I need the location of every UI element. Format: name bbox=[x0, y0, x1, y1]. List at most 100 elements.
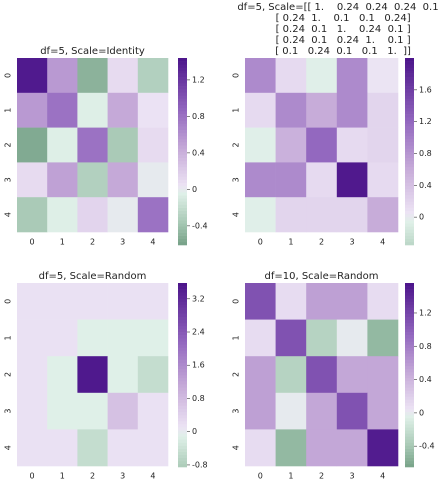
heatmap-cell bbox=[107, 58, 139, 94]
heatmap-cell bbox=[275, 319, 307, 357]
colorbar-band bbox=[178, 427, 187, 431]
heatmap-cell bbox=[47, 392, 78, 430]
heatmap-cell bbox=[306, 58, 338, 94]
colorbar-band bbox=[405, 173, 414, 177]
colorbar-band bbox=[405, 421, 414, 425]
colorbar-band bbox=[178, 433, 187, 437]
y-tick-label: 4 bbox=[4, 212, 13, 217]
colorbar-band bbox=[405, 79, 414, 84]
heatmap-cell bbox=[17, 58, 48, 94]
heatmap-cell bbox=[245, 392, 276, 430]
colorbar-band bbox=[405, 356, 414, 360]
colorbar-band bbox=[178, 135, 187, 140]
colorbar-band bbox=[178, 448, 187, 452]
y-tick-label: 0 bbox=[232, 299, 241, 304]
heatmap-cell bbox=[17, 162, 48, 198]
colorbar-tick-label: 0 bbox=[192, 185, 197, 194]
colorbar-band bbox=[405, 310, 414, 314]
heatmap-cell bbox=[275, 283, 307, 320]
colorbar-band bbox=[178, 61, 187, 65]
colorbar-band bbox=[405, 289, 414, 293]
colorbar-band bbox=[178, 207, 187, 212]
colorbar-band bbox=[178, 319, 187, 324]
colorbar-band bbox=[178, 167, 187, 171]
colorbar-tick-label: 0 bbox=[419, 408, 424, 417]
colorbar-band bbox=[178, 396, 187, 400]
colorbar-band bbox=[178, 98, 187, 102]
colorbar-band bbox=[405, 298, 414, 302]
heatmap-cell bbox=[367, 319, 399, 357]
colorbar-band bbox=[178, 107, 187, 112]
colorbar-band bbox=[178, 460, 187, 465]
y-tick-label: 0 bbox=[232, 73, 241, 78]
heatmap-cell bbox=[306, 162, 338, 198]
heatmap-cell bbox=[107, 127, 139, 163]
colorbar-tick-label: 0 bbox=[192, 427, 197, 436]
heatmap-cell bbox=[245, 197, 276, 233]
colorbar-band bbox=[178, 163, 187, 168]
heatmap-cell bbox=[137, 197, 169, 233]
chart-title: df=5, Scale=Identity bbox=[40, 46, 145, 57]
colorbar-band bbox=[405, 135, 414, 140]
colorbar-band bbox=[405, 126, 414, 130]
heatmap-cell bbox=[77, 197, 108, 233]
colorbar-band bbox=[178, 307, 187, 311]
colorbar-band bbox=[405, 341, 414, 345]
colorbar-band bbox=[178, 139, 187, 143]
heatmap-cell bbox=[245, 58, 276, 94]
heatmap-cell bbox=[306, 283, 338, 320]
colorbar-band bbox=[178, 414, 187, 419]
x-tick-label: 1 bbox=[288, 238, 293, 247]
colorbar-band bbox=[405, 322, 414, 327]
colorbar-band bbox=[178, 295, 187, 299]
colorbar-band bbox=[405, 104, 414, 109]
chart-title: [ 0.1 0.24 0.1 0.1 1. ]] bbox=[272, 46, 411, 57]
y-tick-label: 2 bbox=[232, 142, 241, 147]
colorbar-band bbox=[178, 151, 187, 155]
colorbar-band bbox=[405, 292, 414, 296]
colorbar-band bbox=[405, 439, 414, 443]
colorbar-band bbox=[178, 204, 187, 208]
colorbar-band bbox=[178, 148, 187, 152]
colorbar-band bbox=[405, 229, 414, 233]
colorbar-band bbox=[178, 430, 187, 434]
colorbar-band bbox=[405, 167, 414, 171]
colorbar-band bbox=[178, 201, 187, 205]
colorbar-band bbox=[405, 304, 414, 308]
colorbar-band bbox=[178, 451, 187, 456]
heatmap-cell bbox=[336, 429, 368, 467]
y-tick-label: 1 bbox=[4, 335, 13, 340]
heatmap-cell bbox=[17, 319, 48, 357]
x-tick-label: 0 bbox=[258, 472, 263, 481]
colorbar-band bbox=[405, 195, 414, 199]
colorbar-band bbox=[405, 436, 414, 440]
heatmap-cell bbox=[47, 92, 78, 128]
y-tick-label: 1 bbox=[232, 335, 241, 340]
colorbar-band bbox=[178, 123, 187, 127]
heatmap-cell bbox=[47, 197, 78, 233]
colorbar-band bbox=[178, 195, 187, 199]
colorbar-band bbox=[178, 192, 187, 196]
heatmap-cell bbox=[17, 92, 48, 128]
heatmap-cell bbox=[245, 92, 276, 128]
colorbar-band bbox=[178, 89, 187, 93]
colorbar-band bbox=[178, 384, 187, 388]
heatmap-cell bbox=[77, 127, 108, 163]
colorbar-tick-label: 1.6 bbox=[419, 85, 432, 94]
colorbar-tick-label: 2.4 bbox=[192, 328, 205, 337]
colorbar-band bbox=[178, 402, 187, 406]
colorbar-band bbox=[405, 396, 414, 400]
colorbar-band bbox=[178, 283, 187, 287]
colorbar-band bbox=[178, 325, 187, 330]
heatmap-cell bbox=[306, 197, 338, 233]
x-tick-label: 0 bbox=[30, 238, 35, 247]
colorbar-band bbox=[405, 378, 414, 382]
heatmap-cell bbox=[306, 319, 338, 357]
y-tick-label: 4 bbox=[232, 445, 241, 450]
heatmap-cell bbox=[17, 429, 48, 467]
heatmap-cell bbox=[367, 127, 399, 163]
colorbar-band bbox=[405, 433, 414, 437]
colorbar-band bbox=[178, 229, 187, 233]
colorbar-band bbox=[178, 445, 187, 449]
heatmap-cell bbox=[107, 162, 139, 198]
